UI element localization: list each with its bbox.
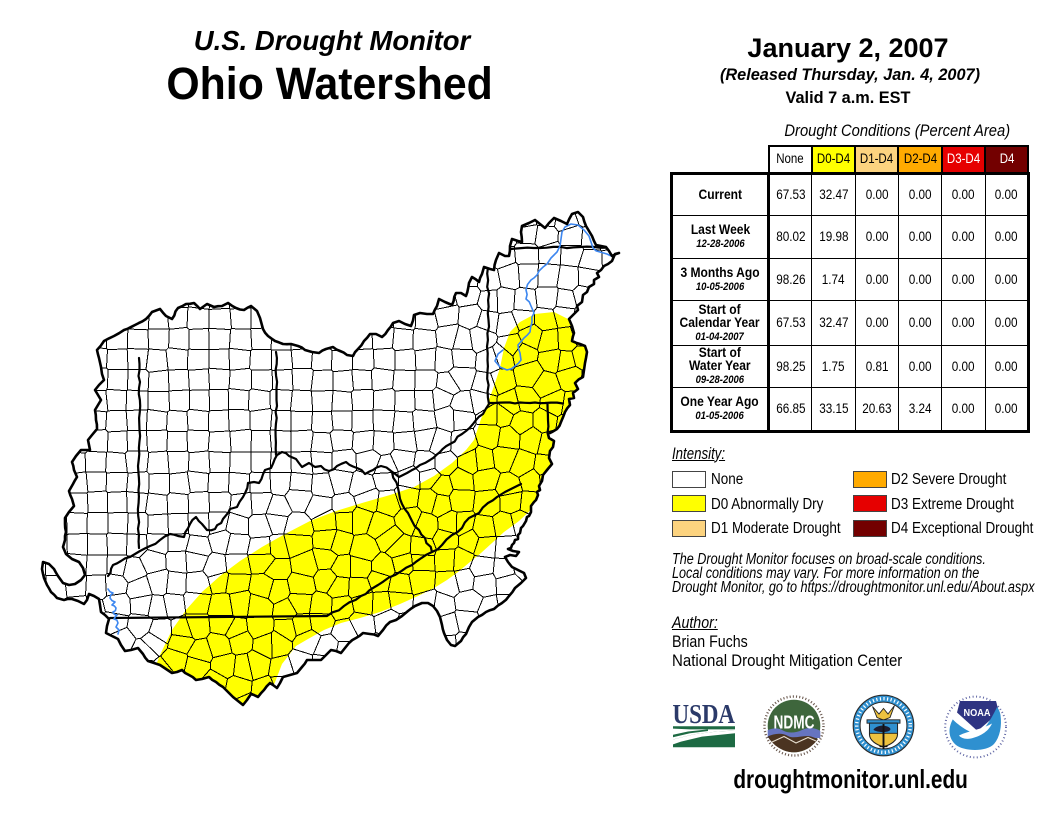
svg-text:NOAA: NOAA [964, 708, 991, 719]
svg-text:NDMC: NDMC [774, 713, 815, 733]
svg-text:USDA: USDA [673, 699, 736, 729]
